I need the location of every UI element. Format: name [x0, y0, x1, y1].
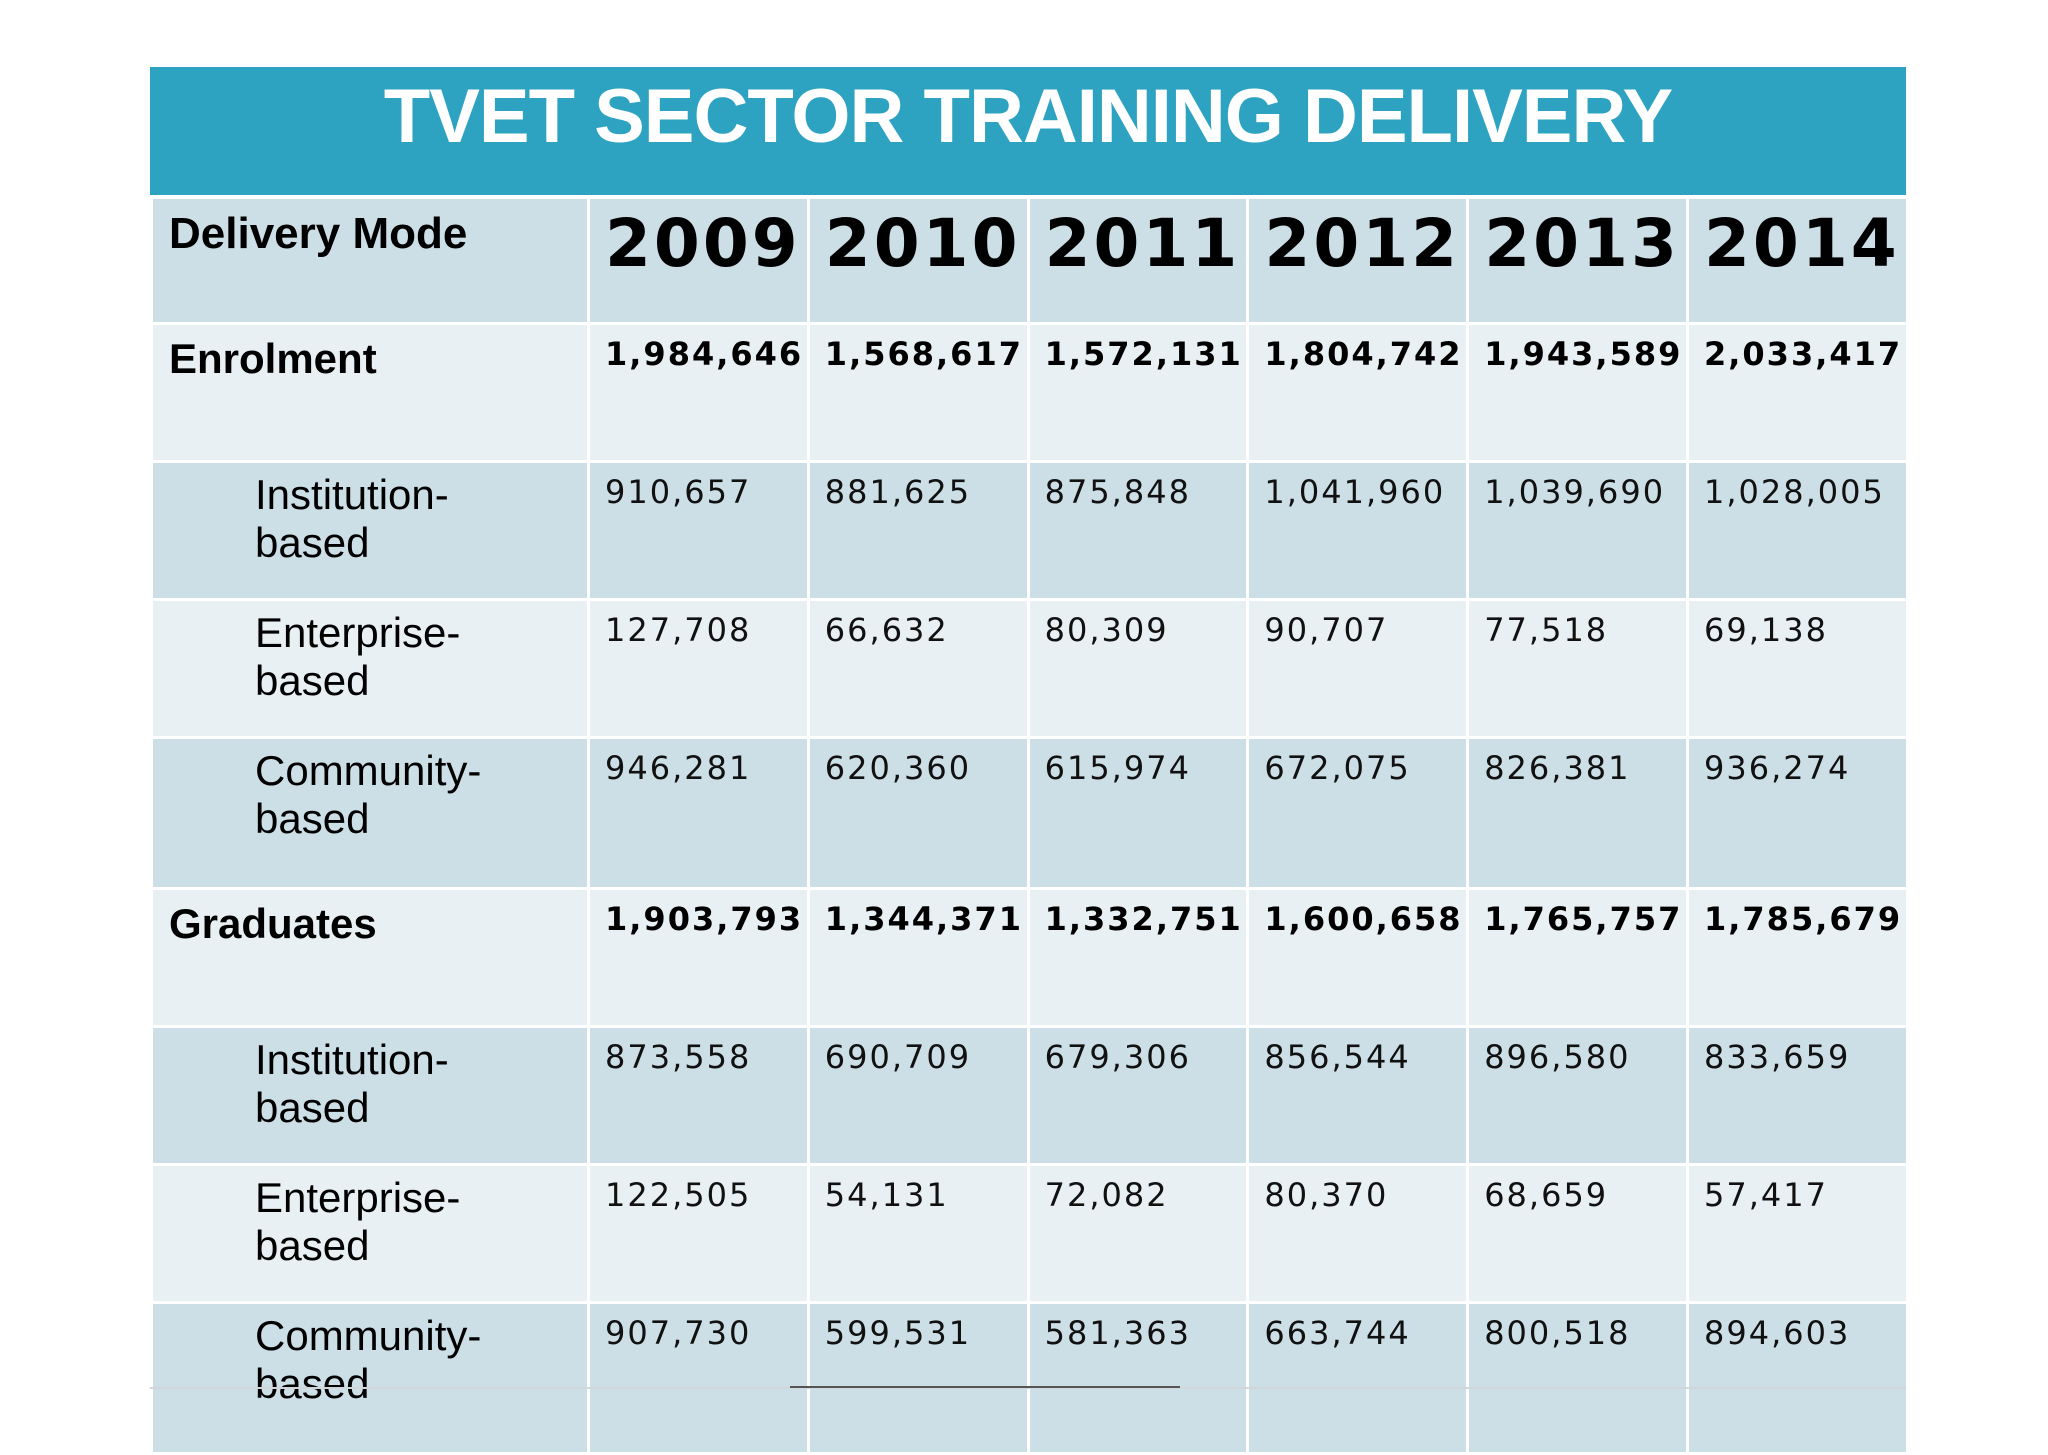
column-header-year: 2011 [1026, 195, 1250, 325]
table-row-enrolment-community: Community-based 946,281 620,360 615,974 … [150, 736, 1909, 890]
table-cell: 1,903,793 [587, 887, 810, 1028]
table-cell: 833,659 [1685, 1025, 1909, 1166]
table-cell: 1,041,960 [1246, 460, 1470, 601]
table-cell: 1,943,589 [1466, 322, 1689, 463]
row-label-line2: based [255, 1084, 370, 1131]
table-cell: 620,360 [806, 736, 1030, 890]
table-cell: 57,417 [1685, 1163, 1909, 1304]
column-header-delivery-mode: Delivery Mode [150, 195, 590, 325]
table-cell: 1,039,690 [1466, 460, 1689, 601]
table-cell: 936,274 [1685, 736, 1909, 890]
table-cell: 127,708 [587, 598, 810, 739]
table-cell: 69,138 [1685, 598, 1909, 739]
table-cell: 1,028,005 [1685, 460, 1909, 601]
table-bottom-accent-rule [790, 1386, 1180, 1388]
table-cell: 1,765,757 [1466, 887, 1689, 1028]
table-row-graduates-enterprise: Enterprise-based 122,505 54,131 72,082 8… [150, 1163, 1909, 1304]
table-cell: 80,370 [1246, 1163, 1470, 1304]
table-cell: 1,984,646 [587, 322, 810, 463]
row-label-line1: Community- [255, 747, 482, 794]
column-header-year: 2013 [1466, 195, 1689, 325]
row-label: Community-based [150, 1301, 590, 1455]
row-label-line1: Enterprise- [255, 609, 461, 656]
table-cell: 690,709 [806, 1025, 1030, 1166]
table-cell: 80,309 [1026, 598, 1250, 739]
table-cell: 826,381 [1466, 736, 1689, 890]
row-label: Enterprise-based [150, 598, 590, 739]
column-header-year: 2012 [1246, 195, 1470, 325]
row-label-line2: based [255, 1360, 370, 1407]
table-row-enrolment-institution: Institution-based 910,657 881,625 875,84… [150, 460, 1909, 601]
slide: TVET SECTOR TRAINING DELIVERY Delivery M… [150, 67, 1909, 1455]
table-cell: 881,625 [806, 460, 1030, 601]
table-row-graduates-institution: Institution-based 873,558 690,709 679,30… [150, 1025, 1909, 1166]
table-bottom-rule [150, 1387, 1906, 1389]
table-cell: 907,730 [587, 1301, 810, 1455]
row-label-line2: based [255, 1222, 370, 1269]
table-row-graduates-community: Community-based 907,730 599,531 581,363 … [150, 1301, 1909, 1455]
column-header-year: 2014 [1685, 195, 1909, 325]
table-cell: 873,558 [587, 1025, 810, 1166]
title-bar: TVET SECTOR TRAINING DELIVERY [150, 67, 1906, 195]
table-cell: 1,785,679 [1685, 887, 1909, 1028]
table-cell: 679,306 [1026, 1025, 1250, 1166]
table-cell: 1,572,131 [1026, 322, 1250, 463]
table-cell: 894,603 [1685, 1301, 1909, 1455]
table-cell: 581,363 [1026, 1301, 1250, 1455]
table-cell: 122,505 [587, 1163, 810, 1304]
table-cell: 66,632 [806, 598, 1030, 739]
row-label: Graduates [150, 887, 590, 1028]
table-cell: 896,580 [1466, 1025, 1689, 1166]
column-header-year: 2010 [806, 195, 1030, 325]
table-cell: 910,657 [587, 460, 810, 601]
row-label-line1: Institution- [255, 471, 449, 518]
table-cell: 1,344,371 [806, 887, 1030, 1028]
table-cell: 90,707 [1246, 598, 1470, 739]
table-cell: 856,544 [1246, 1025, 1470, 1166]
table-row-enrolment-enterprise: Enterprise-based 127,708 66,632 80,309 9… [150, 598, 1909, 739]
table-cell: 77,518 [1466, 598, 1689, 739]
table-cell: 615,974 [1026, 736, 1250, 890]
table-cell: 1,600,658 [1246, 887, 1470, 1028]
table-cell: 946,281 [587, 736, 810, 890]
table-row-enrolment: Enrolment 1,984,646 1,568,617 1,572,131 … [150, 322, 1909, 463]
row-label: Institution-based [150, 460, 590, 601]
table-cell: 54,131 [806, 1163, 1030, 1304]
table-cell: 1,568,617 [806, 322, 1030, 463]
table-cell: 875,848 [1026, 460, 1250, 601]
table-header-row: Delivery Mode 2009 2010 2011 2012 2013 2… [150, 195, 1909, 325]
table-cell: 663,744 [1246, 1301, 1470, 1455]
table-cell: 72,082 [1026, 1163, 1250, 1304]
row-label-line1: Enterprise- [255, 1174, 461, 1221]
row-label-line1: Community- [255, 1312, 482, 1359]
table-row-graduates: Graduates 1,903,793 1,344,371 1,332,751 … [150, 887, 1909, 1028]
delivery-table: Delivery Mode 2009 2010 2011 2012 2013 2… [150, 195, 1909, 1455]
row-label: Enrolment [150, 322, 590, 463]
row-label: Institution-based [150, 1025, 590, 1166]
row-label-line2: based [255, 657, 370, 704]
table-cell: 2,033,417 [1685, 322, 1909, 463]
row-label-line1: Institution- [255, 1036, 449, 1083]
table-cell: 68,659 [1466, 1163, 1689, 1304]
row-label: Enterprise-based [150, 1163, 590, 1304]
row-label-line2: based [255, 795, 370, 842]
row-label: Community-based [150, 736, 590, 890]
table-cell: 1,332,751 [1026, 887, 1250, 1028]
table-cell: 800,518 [1466, 1301, 1689, 1455]
column-header-year: 2009 [587, 195, 810, 325]
row-label-line2: based [255, 519, 370, 566]
page-title: TVET SECTOR TRAINING DELIVERY [383, 74, 1673, 159]
table-cell: 599,531 [806, 1301, 1030, 1455]
table-cell: 1,804,742 [1246, 322, 1470, 463]
table-cell: 672,075 [1246, 736, 1470, 890]
